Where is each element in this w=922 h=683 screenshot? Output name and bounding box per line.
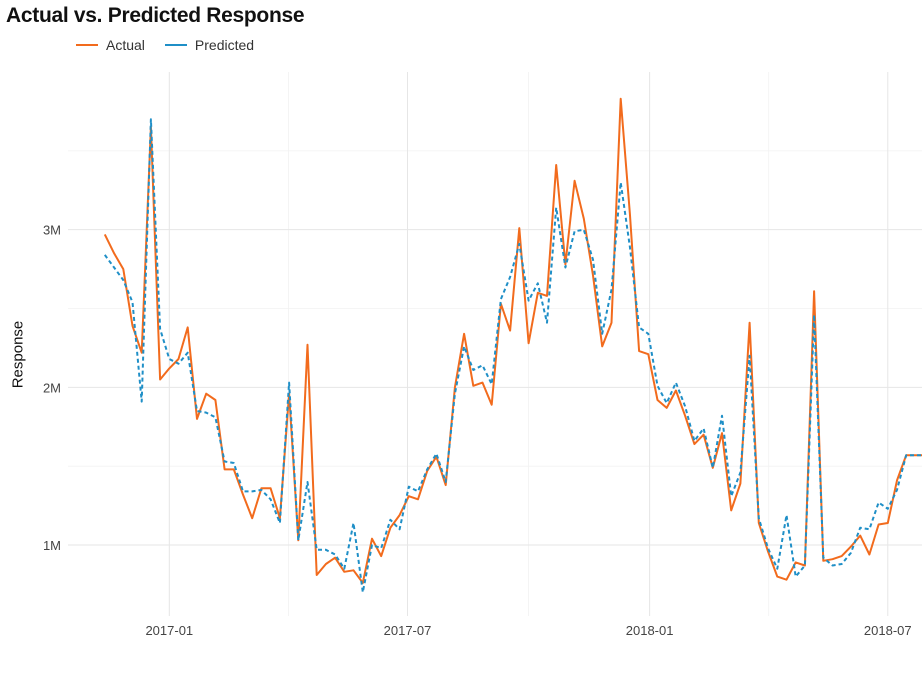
series-line-predicted xyxy=(103,118,922,594)
legend-label-actual: Actual xyxy=(106,37,145,53)
x-tick-label: 2017-01 xyxy=(145,623,193,638)
legend-item-actual: Actual xyxy=(76,37,145,53)
x-tick-label: 2018-07 xyxy=(864,623,912,638)
legend-swatch-actual xyxy=(76,44,98,46)
series-line-actual xyxy=(103,97,922,584)
legend-swatch-predicted xyxy=(164,44,187,46)
y-tick-label: 1M xyxy=(43,538,61,553)
y-tick-label: 3M xyxy=(43,223,61,238)
x-tick-label: 2017-07 xyxy=(384,623,432,638)
x-tick-label: 2018-01 xyxy=(626,623,674,638)
chart-title: Actual vs. Predicted Response xyxy=(6,4,305,27)
legend: Actual Predicted xyxy=(76,37,274,53)
legend-label-predicted: Predicted xyxy=(194,37,255,53)
y-tick-label: 2M xyxy=(43,380,61,395)
legend-item-predicted: Predicted xyxy=(164,37,255,53)
